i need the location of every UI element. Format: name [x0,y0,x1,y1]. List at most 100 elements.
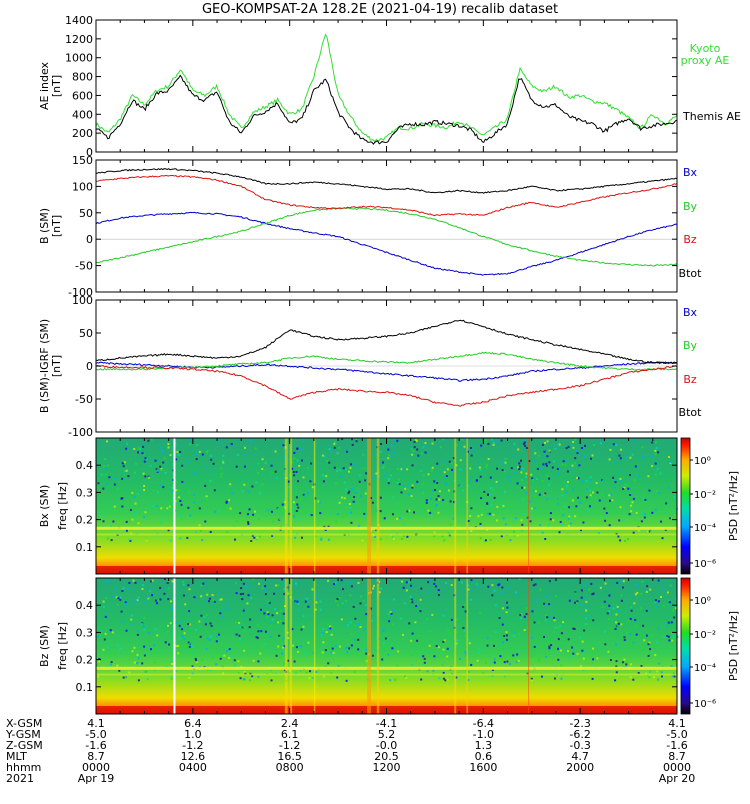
spectral-pixel [175,458,178,461]
spectral-pixel [599,442,602,445]
spectral-pixel [247,522,250,525]
spectral-pixel [537,621,540,624]
spectral-pixel [592,658,595,661]
spectral-pixel [425,499,428,502]
spectral-pixel [630,510,633,513]
spectral-pixel [268,601,271,604]
spectral-pixel [501,461,504,463]
spectral-pixel [349,514,352,517]
spectral-pixel [113,483,116,486]
spectral-pixel [302,625,305,628]
spectral-pixel [209,622,212,625]
spectral-pixel [110,539,113,542]
spectral-pixel [136,630,139,633]
spectral-band [96,673,677,676]
ephemeris-value: 4.1 [87,717,105,730]
spectral-pixel [659,472,662,475]
spectral-pixel [569,522,572,525]
spectral-pixel [227,647,229,650]
spectral-pixel [672,609,675,612]
spectral-pixel [549,518,552,521]
spectral-pixel [525,613,528,616]
spectral-pixel [612,476,615,479]
ephemeris-value: 8.7 [668,750,686,763]
spectral-pixel [396,439,399,442]
spectral-pixel [161,517,164,520]
spectral-pixel [615,443,618,446]
spectral-pixel [630,504,633,507]
spectral-pixel [145,458,148,460]
spectral-pixel [668,601,671,604]
spectral-pixel [105,473,107,476]
spectral-pixel [568,517,571,520]
spectral-pixel [310,514,313,516]
spectral-pixel [540,467,543,470]
spectral-pixel [671,632,673,635]
spectral-pixel [264,461,267,464]
spectral-pixel [261,468,264,470]
spectral-pixel [299,669,302,672]
spectral-pixel [596,491,599,494]
spectral-pixel [274,608,277,611]
spectral-pixel [293,457,296,460]
spectral-pixel [629,494,632,496]
spectral-pixel [392,538,395,540]
spectral-pixel [382,461,384,464]
spectral-pixel [354,438,357,441]
spectral-pixel [579,603,582,606]
spectral-pixel [523,615,526,618]
spectral-pixel [504,461,507,464]
spectral-pixel [463,603,466,606]
spectral-pixel [485,466,488,469]
spectral-pixel [453,501,455,504]
spectral-pixel [437,589,440,592]
colorbar-label: PSD [nT²/Hz] [727,471,740,541]
spectral-pixel [327,579,330,582]
spectral-pixel [629,663,632,666]
panel-frame [95,19,678,153]
spectral-pixel [442,438,445,441]
spectral-pixel [127,475,130,478]
spectral-pixel [625,456,628,458]
spectral-pixel [670,621,673,624]
spectral-pixel [656,641,659,644]
spectral-pixel [488,512,491,515]
y-tick-label: 0.4 [76,599,94,612]
spectral-pixel [410,584,412,587]
spectral-pixel [531,636,534,639]
spectral-pixel [302,615,305,618]
spectral-pixel [260,608,262,611]
spectral-pixel [309,480,312,483]
spectral-pixel [357,623,360,626]
spectral-pixel [295,496,298,499]
spectral-pixel [436,482,439,484]
spectral-pixel [654,449,657,452]
spectral-pixel [589,494,592,497]
spectral-pixel [276,612,279,615]
spectral-pixel [410,598,413,601]
y-tick-label: -100 [68,426,93,439]
spectral-pixel [635,511,638,514]
spectral-pixel [608,524,611,527]
series-line-by [95,207,678,267]
spectral-pixel [420,469,423,472]
spectral-pixel [520,459,522,462]
spectral-pixel [125,529,128,532]
spectral-pixel [574,515,577,518]
spectral-pixel [413,446,416,449]
spectral-pixel [295,510,298,512]
spectral-pixel [310,462,313,465]
spectral-pixel [615,665,618,668]
spectral-pixel [402,633,404,636]
spectral-pixel [141,452,144,455]
spectral-pixel [441,535,444,538]
spectral-pixel [416,639,419,642]
spectral-pixel [145,670,148,673]
spectral-pixel [96,635,99,638]
spectral-pixel [468,670,470,673]
spectral-pixel [560,632,563,635]
spectral-pixel [350,511,352,514]
spectral-pixel [351,438,353,441]
spectral-pixel [326,459,329,462]
spectral-pixel [506,606,509,609]
